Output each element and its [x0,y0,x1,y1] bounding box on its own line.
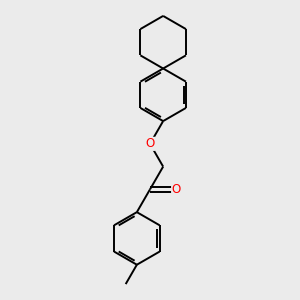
Text: O: O [172,183,181,196]
Text: O: O [146,137,154,150]
